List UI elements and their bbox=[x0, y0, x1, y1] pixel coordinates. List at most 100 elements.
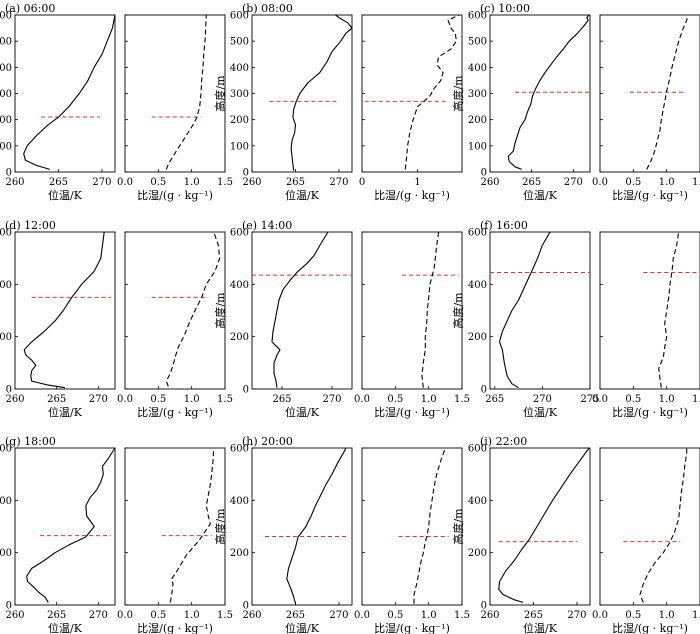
panel-label: (d) 12:00 bbox=[5, 219, 56, 232]
y-tick-label: 500 bbox=[468, 37, 487, 48]
y-tick-label: 500 bbox=[0, 37, 12, 48]
x-tick-label: 1.0 bbox=[421, 394, 437, 405]
y-tick-label: 200 bbox=[468, 548, 487, 559]
y-axis-label: 高度/m bbox=[213, 508, 227, 545]
x-tick-label: 265 bbox=[47, 610, 66, 621]
x-tick-label: 0.5 bbox=[625, 610, 641, 621]
x-tick-label: 0.0 bbox=[592, 177, 608, 188]
x-tick-label: 0.0 bbox=[354, 610, 370, 621]
humidity-profile-line bbox=[413, 447, 446, 604]
panel-label: (f) 16:00 bbox=[480, 219, 528, 232]
temperature-axes-frame bbox=[251, 231, 353, 390]
x-tick-label: 260 bbox=[5, 610, 24, 621]
y-tick-label: 0 bbox=[6, 168, 12, 179]
y-axis-label: 高度/m bbox=[213, 75, 227, 112]
temperature-axes-frame bbox=[489, 447, 591, 606]
humidity-profile-line bbox=[404, 14, 460, 170]
x-tick-label: 265 bbox=[272, 394, 291, 405]
x-tick-label: 0.5 bbox=[387, 610, 403, 621]
x-tick-label: 0.0 bbox=[117, 394, 133, 405]
humidity-x-axis-label: 比湿/(g · kg⁻¹) bbox=[612, 189, 688, 202]
humidity-axes-frame bbox=[599, 231, 700, 390]
x-tick-label: 270 bbox=[329, 177, 348, 188]
x-tick-label: 265 bbox=[49, 177, 68, 188]
panel-2: (b) 08:00 高度/m 0 100 200 300 400 500 600 260 265 27… bbox=[213, 2, 463, 202]
y-tick-label: 100 bbox=[0, 141, 12, 152]
y-tick-label: 600 bbox=[0, 228, 12, 239]
humidity-axes-frame bbox=[361, 231, 463, 390]
y-tick-label: 600 bbox=[468, 444, 487, 455]
humidity-x-axis-label: 比湿/(g · kg⁻¹) bbox=[137, 622, 213, 634]
humidity-profile-line bbox=[165, 14, 207, 170]
y-tick-label: 0 bbox=[243, 168, 249, 179]
temperature-profile-line bbox=[271, 231, 329, 388]
x-tick-label: 0.0 bbox=[354, 394, 370, 405]
panel-label: (b) 08:00 bbox=[242, 2, 293, 15]
x-tick-label: 260 bbox=[5, 394, 24, 405]
x-tick-label: 260 bbox=[5, 177, 24, 188]
temperature-profile-line bbox=[23, 14, 116, 170]
x-tick-label: 1.0 bbox=[659, 394, 675, 405]
temperature-x-axis-label: 位温/K bbox=[523, 405, 558, 419]
x-tick-label: 0.0 bbox=[117, 610, 133, 621]
y-tick-label: 100 bbox=[468, 141, 487, 152]
y-tick-label: 200 bbox=[230, 115, 249, 126]
x-tick-label: 1.5 bbox=[692, 177, 700, 188]
humidity-profile-line bbox=[639, 448, 688, 603]
x-tick-label: 260 bbox=[242, 177, 261, 188]
x-tick-label: 1.5 bbox=[217, 394, 233, 405]
temperature-x-axis-label: 位温/K bbox=[523, 188, 558, 202]
panel-label: (a) 06:00 bbox=[5, 2, 55, 15]
y-tick-label: 200 bbox=[468, 115, 487, 126]
y-tick-label: 600 bbox=[468, 11, 487, 22]
x-tick-label: 1 bbox=[414, 177, 420, 188]
y-tick-label: 0 bbox=[481, 385, 487, 396]
humidity-x-axis-label: 比湿/(g · kg⁻¹) bbox=[374, 622, 450, 634]
temperature-axes-frame bbox=[251, 14, 353, 173]
x-tick-label: 0.0 bbox=[117, 177, 133, 188]
temperature-x-axis-label: 位温/K bbox=[48, 621, 83, 634]
panel-6: (f) 16:00 高度/m 0 200 400 600 265 270 275 位温/K 0.0 0… bbox=[451, 219, 700, 419]
x-tick-label: 260 bbox=[480, 610, 499, 621]
x-tick-label: 270 bbox=[89, 394, 108, 405]
y-tick-label: 400 bbox=[0, 496, 12, 507]
humidity-x-axis-label: 比湿/(g · kg⁻¹) bbox=[612, 406, 688, 419]
y-tick-label: 200 bbox=[230, 332, 249, 343]
y-tick-label: 600 bbox=[230, 444, 249, 455]
temperature-axes-frame bbox=[14, 447, 116, 606]
y-tick-label: 400 bbox=[230, 63, 249, 74]
panel-label: (c) 10:00 bbox=[480, 2, 530, 15]
x-tick-label: 1.0 bbox=[184, 177, 200, 188]
panel-1: (a) 06:00 高度/m 0 100 200 300 400 500 600 260 265 27… bbox=[0, 2, 233, 202]
y-tick-label: 400 bbox=[468, 280, 487, 291]
y-tick-label: 600 bbox=[468, 228, 487, 239]
y-tick-label: 100 bbox=[230, 141, 249, 152]
y-tick-label: 0 bbox=[481, 168, 487, 179]
x-tick-label: 265 bbox=[485, 394, 504, 405]
x-tick-label: 1.5 bbox=[692, 394, 700, 405]
y-tick-label: 200 bbox=[0, 548, 12, 559]
y-tick-label: 400 bbox=[0, 63, 12, 74]
humidity-axes-frame bbox=[361, 447, 463, 606]
y-tick-label: 500 bbox=[230, 37, 249, 48]
x-tick-label: 270 bbox=[533, 394, 552, 405]
y-tick-label: 400 bbox=[468, 63, 487, 74]
x-tick-label: 0.5 bbox=[150, 610, 166, 621]
humidity-axes-frame bbox=[124, 447, 226, 606]
y-tick-label: 300 bbox=[0, 89, 12, 100]
x-tick-label: 1.5 bbox=[217, 177, 233, 188]
temperature-axes-frame bbox=[489, 231, 591, 390]
x-tick-label: 1.0 bbox=[659, 177, 675, 188]
x-tick-label: 0.5 bbox=[387, 394, 403, 405]
y-axis-label: 高度/m bbox=[451, 75, 465, 112]
humidity-x-axis-label: 比湿/(g · kg⁻¹) bbox=[137, 406, 213, 419]
panel-label: (i) 22:00 bbox=[480, 435, 527, 448]
humidity-axes-frame bbox=[124, 231, 226, 390]
x-tick-label: 1.0 bbox=[184, 394, 200, 405]
humidity-profile-line bbox=[421, 231, 440, 388]
temperature-axes-frame bbox=[14, 14, 116, 173]
y-tick-label: 300 bbox=[230, 89, 249, 100]
y-tick-label: 600 bbox=[0, 11, 12, 22]
x-tick-label: 270 bbox=[322, 394, 341, 405]
